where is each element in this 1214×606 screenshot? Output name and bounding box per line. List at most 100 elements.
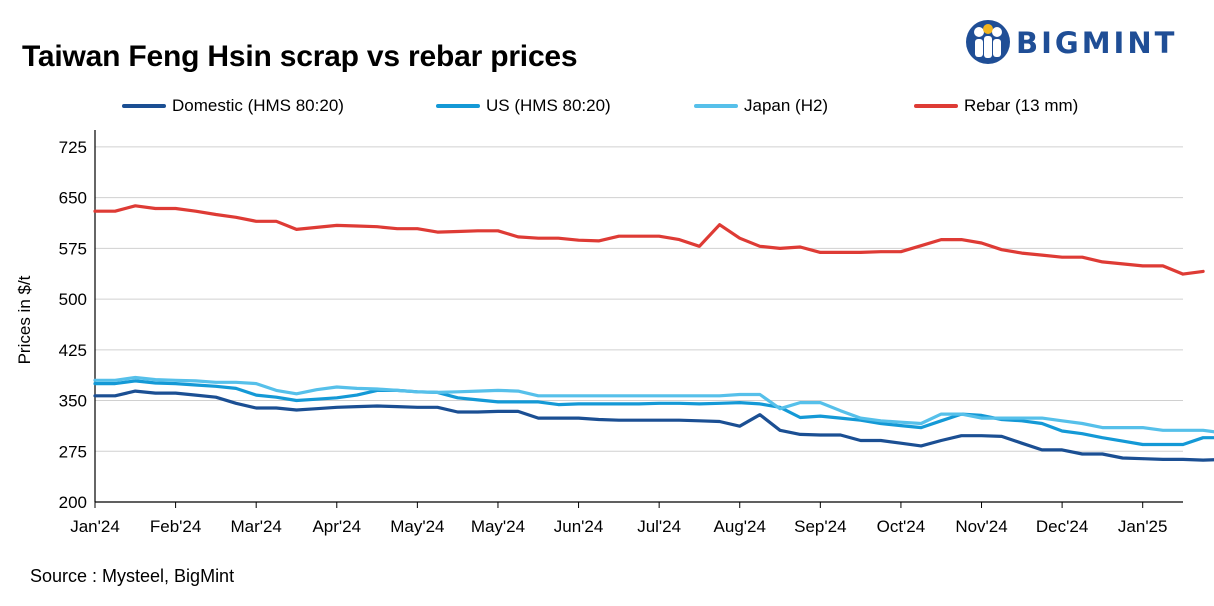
source-note: Source : Mysteel, BigMint [30, 566, 235, 586]
data-point [335, 224, 338, 227]
data-point [1081, 256, 1084, 259]
data-point [879, 419, 882, 422]
data-point [275, 220, 278, 223]
y-tick-label: 725 [59, 138, 87, 157]
data-point [919, 444, 923, 448]
data-point [476, 229, 479, 232]
data-point [1060, 448, 1064, 452]
data-point [134, 376, 137, 379]
data-point [516, 235, 520, 239]
data-point [819, 251, 822, 254]
data-point [738, 401, 741, 404]
data-point [315, 398, 318, 401]
data-point [1081, 452, 1084, 456]
data-point [698, 245, 701, 248]
legend-label: Rebar (13 mm) [964, 96, 1079, 115]
data-point [940, 419, 943, 422]
data-point [1060, 429, 1064, 433]
data-point [436, 391, 439, 394]
data-point [980, 416, 983, 420]
data-point [1040, 422, 1044, 425]
data-point [597, 402, 600, 406]
y-axis-label: Prices in $/t [15, 275, 34, 364]
data-point [698, 402, 701, 406]
data-point [456, 390, 459, 393]
data-point [1101, 260, 1104, 264]
y-tick-label: 200 [59, 493, 87, 512]
series-us [93, 379, 1214, 447]
data-point [537, 400, 540, 404]
data-point [557, 237, 560, 240]
data-point [194, 210, 197, 213]
y-tick-label: 275 [59, 442, 87, 461]
data-point [516, 400, 520, 404]
data-point [1181, 272, 1185, 276]
data-point [919, 244, 923, 247]
data-point [396, 389, 399, 392]
legend-item-rebar[interactable]: Rebar (13 mm) [914, 96, 1078, 116]
legend-label: US (HMS 80:20) [486, 96, 611, 115]
data-point [758, 413, 762, 416]
data-point [738, 425, 741, 428]
brand-logo[interactable]: BIGMINT [964, 18, 1194, 66]
data-point [537, 237, 540, 240]
data-point [657, 402, 661, 405]
data-point [879, 439, 882, 442]
data-point [1040, 448, 1044, 452]
chart-legend: Domestic (HMS 80:20) US (HMS 80:20) Japa… [0, 96, 1214, 120]
data-point [799, 245, 802, 249]
data-point [960, 434, 963, 437]
series-domestic [93, 389, 1214, 462]
data-point [1081, 432, 1084, 435]
data-point [275, 396, 278, 399]
data-point [496, 410, 500, 413]
data-point [637, 394, 641, 397]
series-line-us [93, 379, 1214, 447]
data-point [1201, 270, 1205, 273]
data-point [496, 400, 500, 404]
data-point [758, 393, 762, 396]
data-point [255, 406, 258, 410]
data-point [214, 381, 218, 384]
data-point [577, 416, 580, 420]
data-point [255, 220, 258, 223]
data-point [1020, 442, 1023, 445]
data-point [1020, 419, 1023, 422]
legend-item-japan[interactable]: Japan (H2) [694, 96, 828, 116]
data-point [637, 235, 641, 238]
data-point [1060, 419, 1064, 422]
legend-item-us[interactable]: US (HMS 80:20) [436, 96, 611, 116]
data-point [1181, 429, 1185, 432]
x-tick-label: Dec'24 [1036, 517, 1088, 536]
data-point [234, 402, 238, 405]
data-point [980, 414, 983, 417]
data-point [113, 210, 117, 213]
bigmint-people-icon [966, 20, 1010, 64]
data-point [678, 402, 681, 405]
data-point [456, 410, 459, 414]
data-point [134, 204, 137, 207]
data-point [778, 247, 782, 250]
data-point [617, 419, 621, 422]
data-point [234, 216, 238, 219]
data-point [1141, 426, 1144, 429]
data-point [637, 419, 641, 422]
legend-swatch-rebar [914, 104, 958, 108]
data-point [456, 230, 459, 233]
data-point [718, 402, 721, 405]
data-point [315, 407, 318, 410]
x-tick-label: Apr'24 [312, 517, 361, 536]
data-point [496, 229, 500, 232]
legend-item-domestic[interactable]: Domestic (HMS 80:20) [122, 96, 344, 116]
data-point [678, 419, 681, 422]
data-point [597, 418, 600, 421]
data-point [335, 385, 338, 389]
data-point [1020, 251, 1023, 255]
data-point [335, 396, 338, 399]
data-point [1141, 443, 1144, 446]
data-point [758, 402, 762, 406]
data-point [154, 381, 157, 385]
data-point [557, 416, 560, 420]
data-point [355, 387, 359, 390]
data-point [154, 378, 157, 381]
